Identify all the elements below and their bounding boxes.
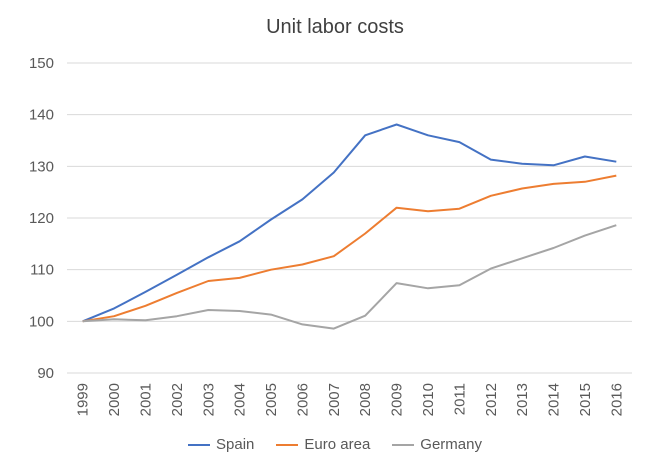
legend-label: Germany <box>420 436 482 453</box>
x-tick-label: 2000 <box>106 383 123 416</box>
y-tick-label: 100 <box>29 313 54 330</box>
x-tick-label: 1999 <box>75 383 92 416</box>
legend-swatch <box>276 443 299 446</box>
legend-label: Spain <box>216 436 255 453</box>
x-tick-label: 2004 <box>232 383 249 416</box>
chart-legend: Spain Euro area Germany <box>0 436 670 453</box>
legend-swatch <box>188 443 211 446</box>
legend-item: Euro area <box>276 436 370 453</box>
x-tick-label: 2013 <box>514 383 531 416</box>
x-tick-label: 2003 <box>200 383 217 416</box>
y-tick-label: 120 <box>29 210 54 227</box>
x-tick-label: 2012 <box>483 383 500 416</box>
series-line-euro-area <box>82 174 617 323</box>
y-tick-label: 90 <box>37 365 54 382</box>
legend-item: Spain <box>188 436 254 453</box>
x-tick-label: 2001 <box>137 383 154 416</box>
series-line-germany <box>82 224 617 330</box>
x-tick-label: 2010 <box>420 383 437 416</box>
y-tick-label: 140 <box>29 107 54 124</box>
legend-item: Germany <box>392 436 482 453</box>
x-tick-label: 2006 <box>294 383 311 416</box>
series-line-spain <box>82 123 617 323</box>
y-tick-label: 110 <box>30 262 54 279</box>
legend-label: Euro area <box>304 436 371 453</box>
x-tick-label: 2011 <box>451 383 468 415</box>
x-tick-label: 2007 <box>326 383 343 416</box>
x-tick-label: 2009 <box>389 383 406 416</box>
y-tick-label: 130 <box>29 158 54 175</box>
x-tick-label: 2005 <box>263 383 280 416</box>
y-tick-label: 150 <box>29 55 54 72</box>
x-tick-label: 2008 <box>357 383 374 416</box>
x-tick-label: 2015 <box>577 383 594 416</box>
x-tick-label: 2016 <box>608 383 625 416</box>
x-tick-label: 2002 <box>169 383 186 416</box>
legend-swatch <box>392 443 415 446</box>
chart-title: Unit labor costs <box>266 16 404 38</box>
x-tick-label: 2014 <box>546 383 563 416</box>
